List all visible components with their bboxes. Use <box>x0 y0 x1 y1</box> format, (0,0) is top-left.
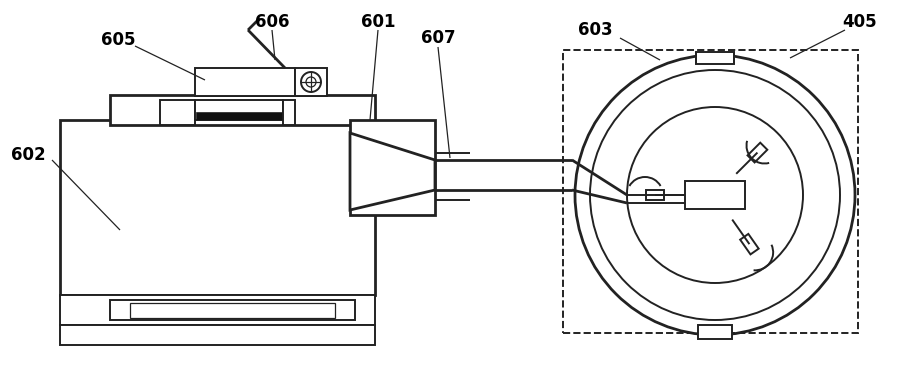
Bar <box>350 120 435 215</box>
Bar <box>563 50 858 333</box>
Polygon shape <box>646 190 664 200</box>
Bar <box>130 303 335 318</box>
Bar <box>110 300 355 320</box>
Text: 601: 601 <box>361 13 396 31</box>
Bar <box>283 100 295 125</box>
Polygon shape <box>740 234 758 254</box>
Text: 603: 603 <box>577 21 612 39</box>
Bar <box>295 68 327 96</box>
Text: 602: 602 <box>11 146 45 164</box>
Text: 607: 607 <box>420 29 455 47</box>
Bar <box>698 325 732 339</box>
Bar <box>60 120 375 295</box>
Bar <box>60 325 375 345</box>
Bar <box>160 100 195 125</box>
Polygon shape <box>747 142 767 162</box>
Bar <box>195 100 283 120</box>
Polygon shape <box>350 133 435 210</box>
Text: 405: 405 <box>843 13 878 31</box>
Text: 605: 605 <box>101 31 135 49</box>
Text: 606: 606 <box>255 13 289 31</box>
Bar <box>696 52 734 64</box>
Bar <box>60 295 375 325</box>
Bar <box>685 181 745 209</box>
Bar <box>195 68 295 96</box>
Bar <box>110 95 375 125</box>
Bar <box>196 112 282 120</box>
